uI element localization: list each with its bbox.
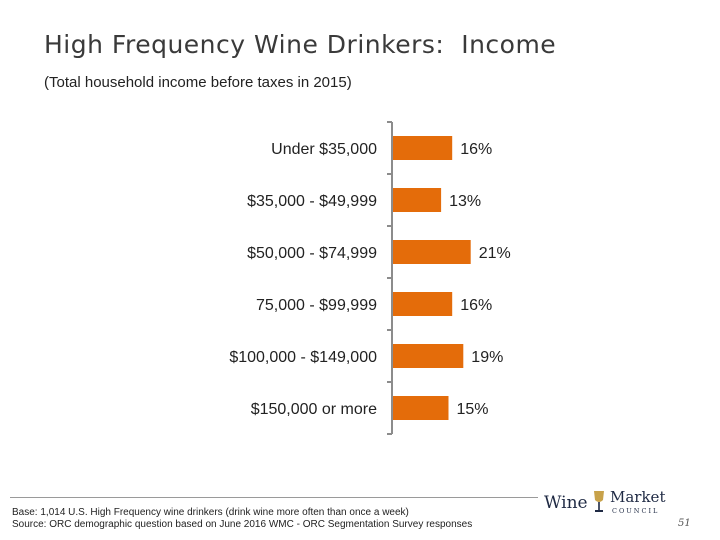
category-label: $150,000 or more [251,401,377,418]
logo-market-text: Market [610,488,666,506]
bar-chart: Under $35,000 16% $35,000 - $49,999 13% $50,… [229,121,511,435]
data-label: 16% [460,297,492,314]
data-label: 13% [449,193,481,210]
category-label: $100,000 - $149,000 [229,349,377,366]
data-label: 19% [471,349,503,366]
category-label: $50,000 - $74,999 [247,245,377,262]
logo-council-text: COUNCIL [612,507,660,515]
bar [393,240,471,264]
category-label: 75,000 - $99,999 [256,297,377,314]
bar [393,344,464,368]
bar [393,136,453,160]
chart-subtitle: (Total household income before taxes in … [44,74,352,91]
page-number: 51 [678,518,691,529]
category-label: Under $35,000 [271,141,377,158]
footnote-source: Source: ORC demographic question based o… [12,519,473,530]
data-label: 21% [479,245,511,262]
data-label: 15% [457,401,489,418]
category-label: $35,000 - $49,999 [247,193,377,210]
chart-title: High Frequency Wine Drinkers: Income [44,30,557,59]
bar [393,396,449,420]
wine-glass-icon [594,491,604,512]
footnote-base: Base: 1,014 U.S. High Frequency wine dri… [12,507,409,518]
logo-wine-text: Wine [544,493,588,513]
wine-market-council-logo: Wine Market COUNCIL [544,488,666,518]
bar [393,188,442,212]
footnote: Base: 1,014 U.S. High Frequency wine dri… [12,507,472,531]
footer-divider [10,497,538,498]
data-label: 16% [460,141,492,158]
bar [393,292,453,316]
